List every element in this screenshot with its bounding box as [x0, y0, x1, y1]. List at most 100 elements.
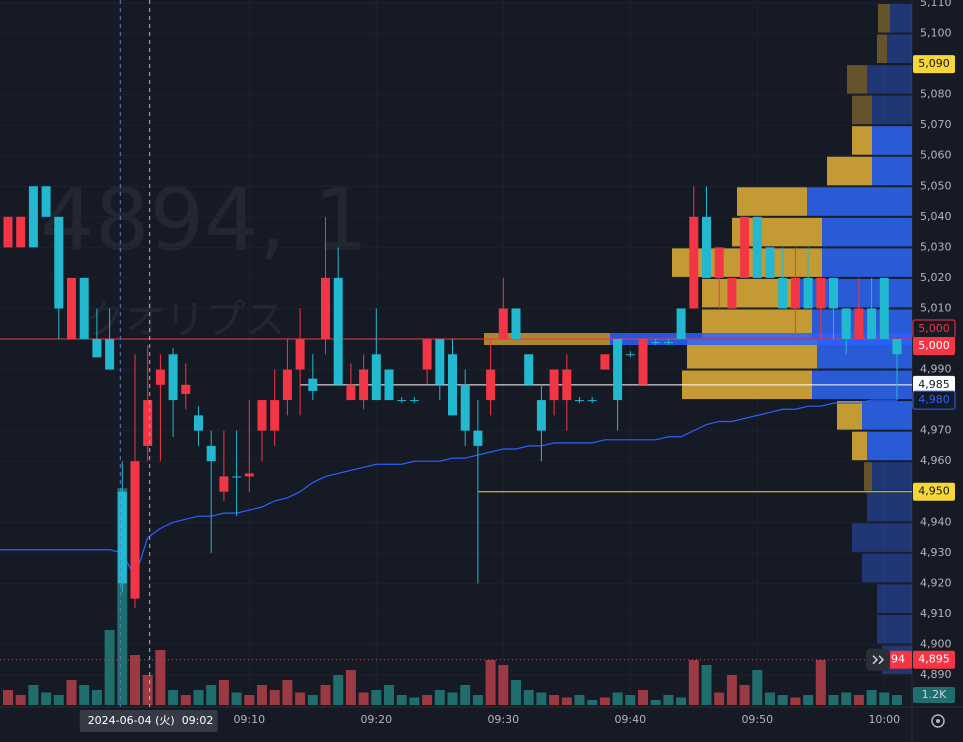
price-marker	[913, 55, 955, 74]
candle-body	[16, 216, 26, 248]
y-tick-label: 4,910	[920, 607, 952, 620]
scroll-to-realtime-button[interactable]	[866, 648, 890, 671]
x-tick-label: 10:00	[868, 713, 900, 726]
volume-bar	[472, 695, 483, 705]
crosshair-date: 2024-06-04 (火)	[88, 714, 175, 727]
profile-blue	[872, 156, 912, 186]
x-tick-label: 09:50	[741, 713, 773, 726]
volume-bar	[244, 695, 255, 705]
volume-bar	[866, 690, 877, 705]
y-tick-label: 5,010	[920, 301, 952, 314]
volume-bar	[485, 660, 496, 705]
candle-body	[829, 277, 838, 309]
volume-bar	[409, 697, 420, 705]
profile-blue	[862, 401, 912, 430]
candle-body	[778, 277, 788, 309]
volume-bar	[688, 660, 699, 705]
candle-body	[498, 308, 508, 339]
profile-blue	[862, 553, 912, 583]
x-tick-label: 09:40	[614, 713, 646, 726]
candle-body	[702, 216, 711, 278]
candle-body	[689, 216, 699, 309]
button-icon	[872, 655, 885, 665]
candle-body	[511, 308, 521, 339]
candle-body	[460, 384, 470, 431]
price-marker-label: 4,980	[918, 393, 950, 406]
profile-blue	[822, 248, 912, 277]
y-tick-label: 5,060	[920, 149, 952, 162]
candle-body	[371, 354, 381, 401]
profile-gold	[852, 126, 872, 155]
volume-bar	[447, 692, 458, 705]
volume-bar	[676, 697, 687, 705]
volume-bar	[218, 680, 229, 705]
candle-body	[867, 308, 877, 339]
candle-body	[740, 216, 750, 278]
volume-bar	[53, 695, 64, 705]
profile-blue	[872, 126, 912, 155]
candle-body	[244, 473, 254, 477]
profile-gold	[852, 431, 867, 461]
volume-bar	[91, 690, 102, 705]
candle-body	[79, 277, 89, 339]
volume-bar	[231, 692, 242, 705]
candle-body	[397, 400, 407, 402]
volume-bar	[155, 650, 166, 705]
volume-bar	[180, 695, 191, 705]
candle-body	[587, 400, 597, 402]
candle-body	[676, 308, 686, 339]
volume-bar	[104, 630, 115, 705]
volume-bar	[777, 695, 788, 705]
volume-bar	[295, 692, 306, 705]
candle-body	[219, 476, 229, 492]
profile-blue	[867, 65, 912, 94]
watermark-name: クオリプス	[85, 297, 285, 343]
candle-body	[549, 369, 559, 401]
profile-blue	[890, 4, 912, 33]
candle-body	[613, 339, 623, 401]
x-tick-label: 09:20	[360, 713, 392, 726]
y-tick-label: 5,110	[920, 0, 952, 9]
candle-body	[359, 369, 369, 401]
y-tick-label: 4,890	[920, 668, 952, 681]
profile-gold	[737, 187, 807, 216]
volume-bar	[638, 690, 648, 705]
y-tick-label: 4,930	[920, 546, 952, 559]
volume-bar	[790, 697, 801, 705]
candle-body	[600, 354, 610, 370]
volume-bar	[269, 690, 280, 705]
price-marker-label: 5,090	[918, 57, 950, 70]
volume-bar	[511, 680, 521, 705]
price-marker	[912, 390, 956, 410]
candle-body	[181, 384, 191, 394]
profile-blue	[867, 431, 912, 461]
candle-body	[3, 216, 13, 248]
volume-bar	[841, 692, 852, 705]
profile-gold	[837, 401, 862, 430]
candle-body	[232, 476, 242, 478]
price-marker-label: 4,985	[918, 378, 950, 391]
x-tick-label: 09:30	[487, 713, 519, 726]
candle-body	[562, 369, 572, 401]
volume-bar	[320, 685, 331, 705]
candle-body	[892, 339, 902, 355]
volume-bar	[650, 700, 661, 705]
profile-gold	[877, 34, 887, 64]
volume-bar	[587, 700, 598, 705]
price-marker-label: 5,000	[918, 339, 950, 352]
volume-bar	[523, 690, 534, 705]
volume-bar	[612, 692, 623, 705]
candle-body	[536, 400, 546, 431]
profile-blue	[877, 614, 912, 644]
settings-button[interactable]	[931, 714, 945, 728]
profile-blue	[887, 34, 912, 64]
clipped-tag-box	[884, 650, 912, 669]
profile-gold	[827, 156, 872, 186]
candle-body	[409, 400, 419, 402]
volume-bar	[396, 695, 407, 705]
price-marker	[913, 650, 955, 669]
price-marker	[913, 337, 955, 355]
volume-bar	[892, 695, 902, 705]
candle-body	[663, 342, 673, 344]
